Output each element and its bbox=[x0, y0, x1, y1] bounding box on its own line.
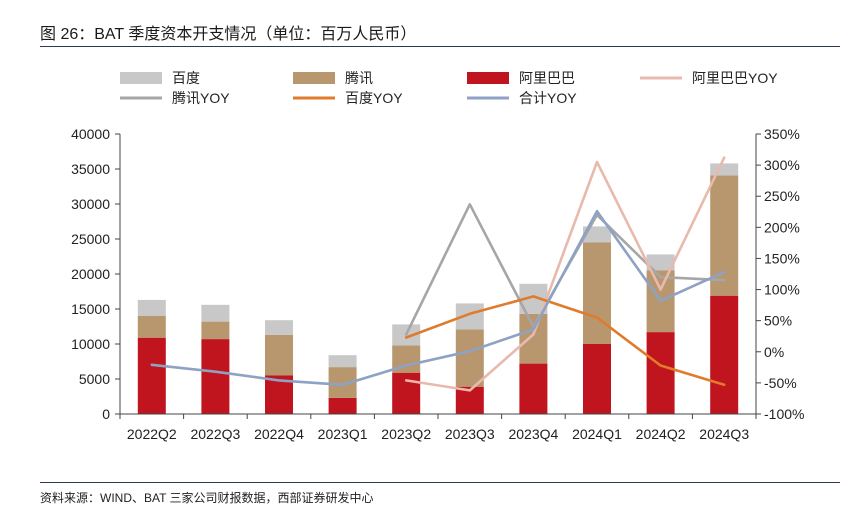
legend-label-baidu: 百度 bbox=[172, 70, 200, 86]
x-tick-label-2024q1: 2024Q1 bbox=[572, 426, 622, 442]
bar-baidu-2023q1 bbox=[328, 355, 357, 368]
bar-baidu-2022q4 bbox=[265, 320, 293, 335]
x-tick-label-2024q2: 2024Q2 bbox=[636, 426, 686, 442]
right-tick-label-50-: 50% bbox=[764, 313, 792, 329]
legend-swatch-alibaba bbox=[467, 72, 509, 84]
bat-capex-chart: 百度 腾讯 阿里巴巴 阿里巴巴YOY 腾讯YOY 百度YOY 合计YOY 0 5000 1000… bbox=[71, 70, 804, 442]
title-rule bbox=[40, 46, 840, 47]
bar-baidu-2024q2 bbox=[646, 254, 675, 271]
left-tick-label-40000: 40000 bbox=[71, 126, 110, 142]
bar-tencent-2024q1 bbox=[583, 242, 611, 344]
line-total_yoy bbox=[150, 209, 726, 387]
bar-tencent-2023q4 bbox=[519, 313, 548, 364]
bar-alibaba-2024q1 bbox=[583, 344, 611, 414]
legend-label-alibaba: 阿里巴巴 bbox=[519, 70, 575, 86]
right-tick-label-0-: 0% bbox=[764, 344, 784, 360]
bar-series bbox=[137, 163, 739, 414]
line-alibaba_yoy bbox=[404, 156, 726, 392]
legend-label-tencent_yoy: 腾讯YOY bbox=[172, 90, 230, 106]
right-tick-label-100-: 100% bbox=[764, 282, 800, 298]
left-tick-label-25000: 25000 bbox=[71, 231, 110, 247]
bar-baidu-2022q3 bbox=[201, 304, 230, 322]
x-tick-label-2024q3: 2024Q3 bbox=[699, 426, 749, 442]
source-rule bbox=[40, 482, 840, 483]
bar-alibaba-2022q2 bbox=[137, 337, 166, 414]
bar-tencent-2022q2 bbox=[137, 316, 166, 338]
right-tick-label-300-: 300% bbox=[764, 157, 800, 173]
legend: 百度 腾讯 阿里巴巴 阿里巴巴YOY 腾讯YOY 百度YOY 合计YOY bbox=[120, 70, 778, 106]
left-tick-label-5000: 5000 bbox=[79, 371, 110, 387]
legend-label-total_yoy: 合计YOY bbox=[519, 90, 577, 106]
legend-label-baidu_yoy: 百度YOY bbox=[345, 90, 403, 106]
bar-alibaba-2024q2 bbox=[646, 332, 675, 414]
right-tick-label-150-: 150% bbox=[764, 250, 800, 266]
right-tick-label--100-: -100% bbox=[764, 406, 804, 422]
left-tick-label-30000: 30000 bbox=[71, 196, 110, 212]
x-tick-label-2022q2: 2022Q2 bbox=[127, 426, 177, 442]
right-tick-label-200-: 200% bbox=[764, 219, 800, 235]
left-tick-label-0: 0 bbox=[102, 406, 110, 422]
legend-label-alibaba_yoy: 阿里巴巴YOY bbox=[692, 70, 778, 86]
bar-alibaba-2023q2 bbox=[392, 372, 421, 414]
x-tick-label-2023q2: 2023Q2 bbox=[381, 426, 431, 442]
line-baidu_yoy bbox=[404, 295, 726, 387]
x-tick-label-2023q3: 2023Q3 bbox=[445, 426, 495, 442]
bar-alibaba-2023q1 bbox=[328, 397, 357, 414]
left-tick-label-35000: 35000 bbox=[71, 161, 110, 177]
right-tick-label-350-: 350% bbox=[764, 126, 800, 142]
bar-alibaba-2023q4 bbox=[519, 363, 548, 414]
legend-swatch-baidu bbox=[120, 72, 162, 84]
bar-baidu-2022q2 bbox=[137, 299, 166, 316]
bar-tencent-2022q4 bbox=[265, 334, 293, 376]
line-series bbox=[150, 156, 726, 392]
legend-label-tencent: 腾讯 bbox=[345, 70, 373, 86]
x-tick-label-2022q4: 2022Q4 bbox=[254, 426, 304, 442]
bar-tencent-2023q3 bbox=[455, 329, 484, 387]
source-note: 资料来源：WIND、BAT 三家公司财报数据，西部证券研发中心 bbox=[40, 491, 374, 505]
bar-alibaba-2022q3 bbox=[201, 339, 230, 414]
x-tick-label-2022q3: 2022Q3 bbox=[190, 426, 240, 442]
bar-baidu-2024q3 bbox=[710, 163, 739, 176]
bar-baidu-2024q1 bbox=[583, 226, 611, 243]
axes: 0 5000 10000 15000 20000 25000 30000 35000 40000… bbox=[71, 126, 804, 442]
legend-swatch-tencent bbox=[293, 72, 335, 84]
right-tick-label--50-: -50% bbox=[764, 375, 797, 391]
bar-tencent-2022q3 bbox=[201, 321, 230, 340]
left-tick-label-10000: 10000 bbox=[71, 336, 110, 352]
bar-alibaba-2024q3 bbox=[710, 295, 739, 414]
left-tick-label-15000: 15000 bbox=[71, 301, 110, 317]
figure-title: 图 26：BAT 季度资本开支情况（单位：百万人民币） bbox=[40, 26, 417, 43]
left-tick-label-20000: 20000 bbox=[71, 266, 110, 282]
x-tick-label-2023q4: 2023Q4 bbox=[508, 426, 558, 442]
right-tick-label-250-: 250% bbox=[764, 188, 800, 204]
x-tick-label-2023q1: 2023Q1 bbox=[318, 426, 368, 442]
